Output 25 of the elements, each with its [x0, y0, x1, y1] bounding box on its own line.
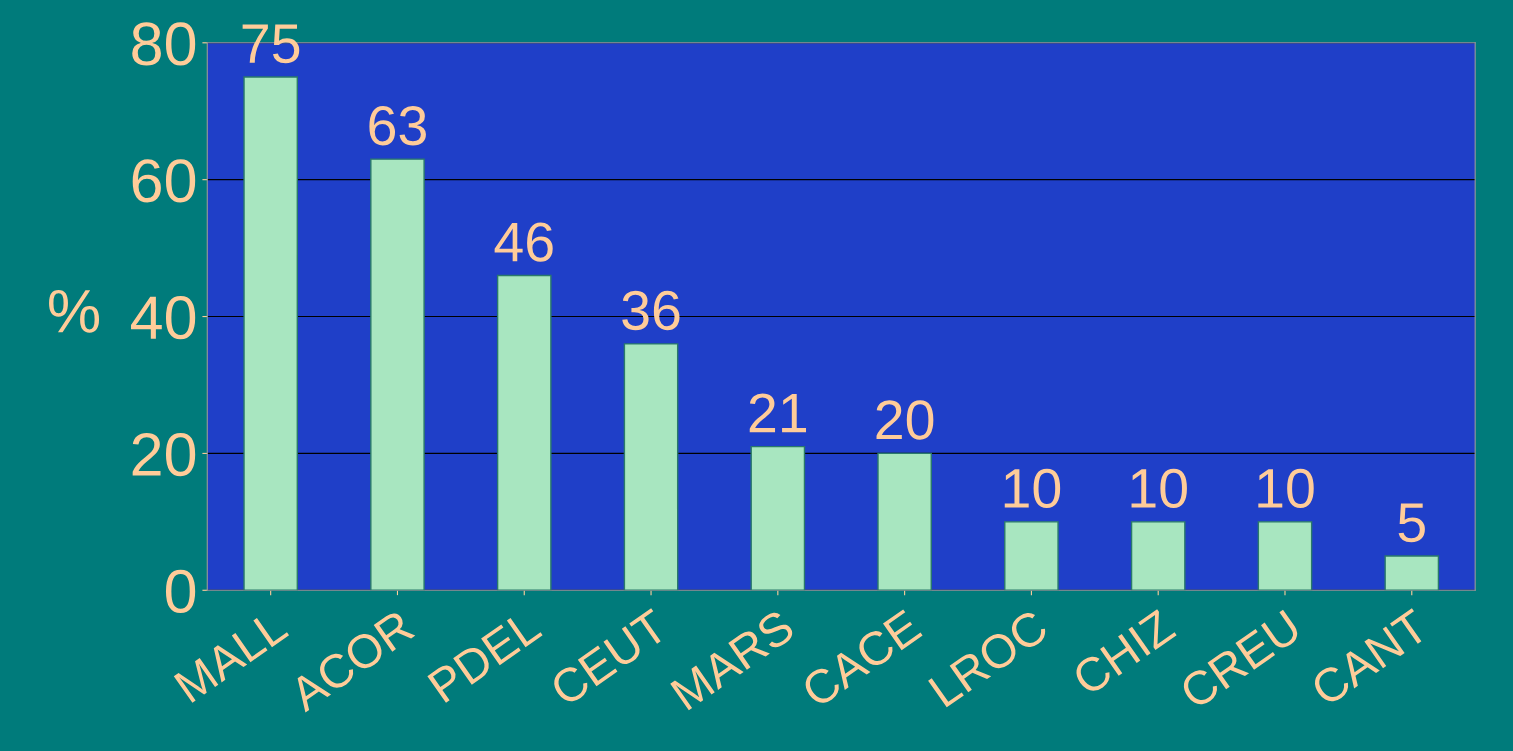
bar	[623, 343, 679, 591]
bar	[1384, 555, 1440, 591]
data-label: 10	[1131, 468, 1187, 509]
data-label: 10	[1004, 468, 1061, 509]
data-label: 63	[369, 106, 426, 146]
bar	[1257, 521, 1313, 591]
y-tick-label: 20	[132, 432, 196, 477]
data-label: 21	[749, 393, 807, 433]
data-label: 5	[1398, 503, 1425, 543]
bar	[1130, 521, 1186, 591]
bar	[750, 445, 806, 591]
bar	[496, 274, 552, 591]
y-tick-label: 0	[165, 569, 196, 614]
data-label: 20	[876, 400, 934, 440]
y-tick-label: 60	[132, 159, 196, 203]
y-tick-label: 80	[132, 22, 196, 66]
bar	[877, 452, 932, 591]
data-label: 46	[494, 222, 553, 262]
y-axis-title: %	[49, 289, 100, 333]
data-label: 75	[242, 24, 300, 64]
data-label: 10	[1258, 468, 1314, 509]
bar	[1004, 521, 1059, 591]
bar	[370, 158, 425, 591]
y-tick-label: 40	[131, 296, 196, 340]
bar	[243, 76, 298, 591]
